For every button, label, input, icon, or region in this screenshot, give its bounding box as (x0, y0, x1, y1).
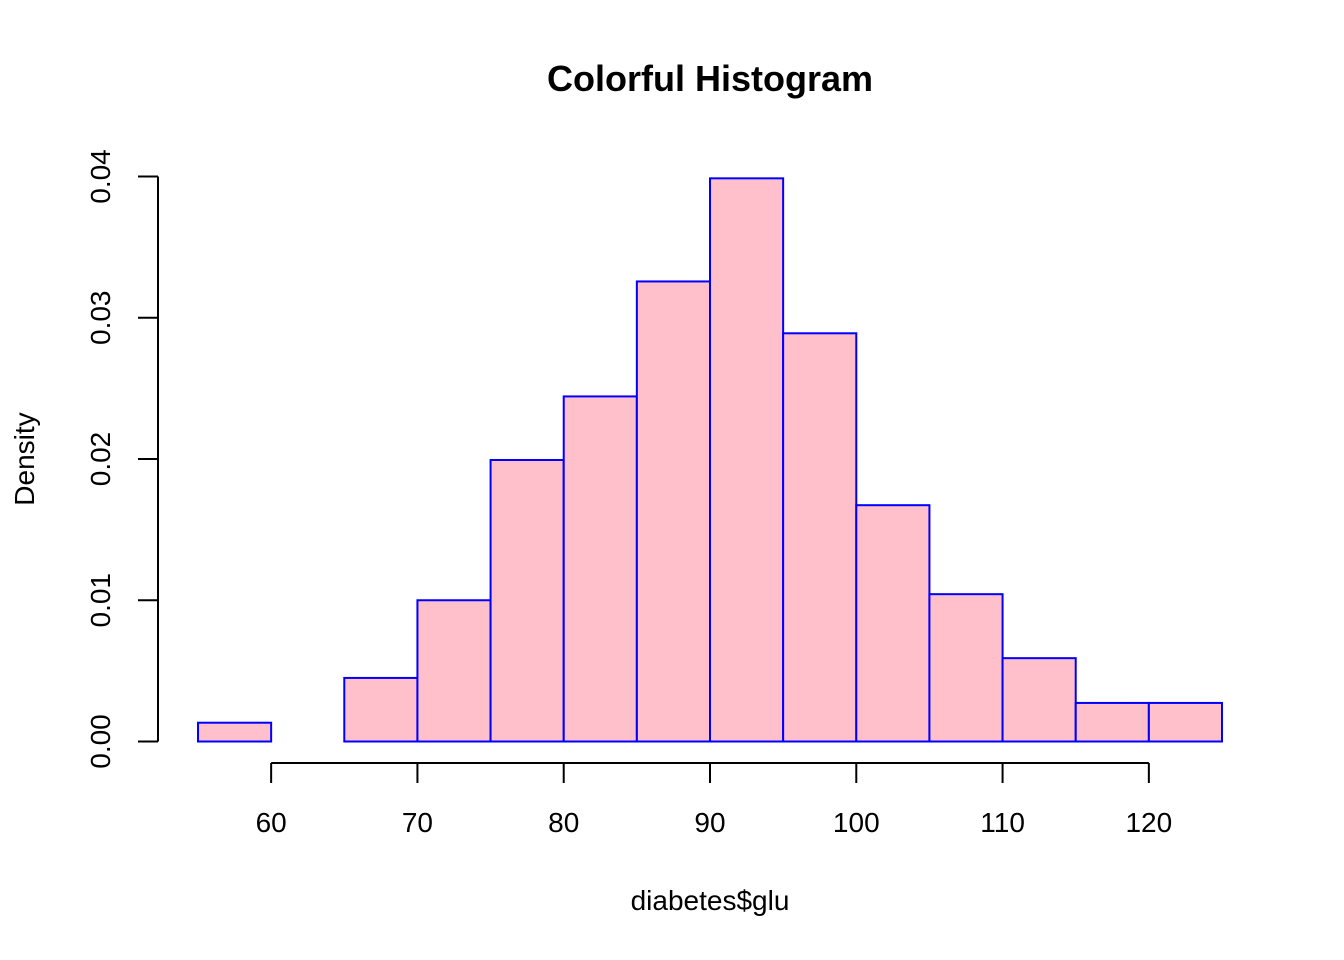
histogram-bar (1147, 701, 1224, 743)
y-axis: 0.00 0.01 0.02 0.03 0.04 (85, 149, 159, 769)
y-tick-label: 0.00 (85, 714, 116, 769)
histogram-bar (416, 599, 492, 743)
y-tick-label: 0.02 (85, 432, 116, 487)
x-tick-label: 110 (980, 807, 1025, 838)
chart-title: Colorful Histogram (547, 58, 873, 99)
x-axis: 60 70 80 90 100 110 120 (256, 762, 1172, 838)
x-tick-label: 80 (548, 807, 579, 838)
x-tick-label: 120 (1125, 807, 1172, 838)
bars-group (197, 177, 1224, 743)
histogram-bar (1074, 701, 1150, 743)
y-tick-label: 0.04 (85, 149, 116, 204)
x-tick-label: 60 (256, 807, 287, 838)
histogram-bar (562, 395, 638, 743)
histogram-bar (709, 177, 785, 743)
y-tick-label: 0.03 (85, 291, 116, 346)
histogram-bar (343, 676, 419, 743)
histogram-bar (197, 721, 273, 743)
x-tick-label: 70 (402, 807, 433, 838)
x-tick-label: 90 (694, 807, 725, 838)
x-axis-label: diabetes$glu (631, 885, 790, 916)
histogram-bar (928, 593, 1004, 743)
histogram-bar (635, 280, 711, 743)
x-tick-label: 100 (833, 807, 880, 838)
histogram-bar (855, 504, 931, 743)
y-tick-label: 0.01 (85, 573, 116, 628)
histogram-bar (489, 458, 565, 743)
histogram-bar (782, 332, 858, 743)
y-axis-label: Density (9, 412, 40, 505)
histogram-bar (1001, 657, 1077, 743)
